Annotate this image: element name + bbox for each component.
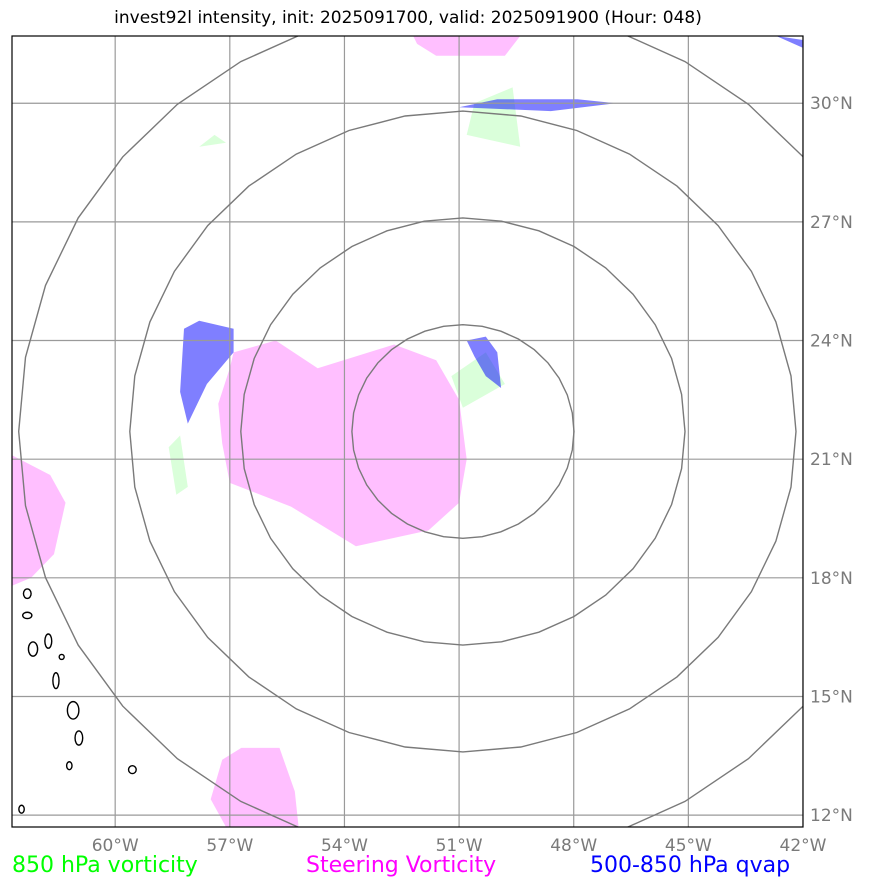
coastline <box>18 588 137 814</box>
lon-tick-label: 60°W <box>92 836 139 856</box>
map-title: invest92l intensity, init: 2025091700, v… <box>114 8 702 28</box>
qvap-area <box>466 336 502 388</box>
field-overlays <box>12 36 803 827</box>
lat-tick-label: 21°N <box>810 450 853 470</box>
range-ring <box>17 36 803 827</box>
steering-vorticity-area <box>210 747 299 827</box>
island-outline <box>27 641 39 657</box>
qvap-area <box>459 99 616 112</box>
island-outline <box>66 700 80 720</box>
vorticity-850-area <box>199 134 226 147</box>
steering-vorticity-area <box>218 340 467 547</box>
longitude-tick-labels: 60°W 57°W 54°W 51°W 48°W 45°W 42°W <box>92 836 827 856</box>
island-outline <box>58 653 65 661</box>
lon-tick-label: 45°W <box>665 836 712 856</box>
lat-tick-label: 24°N <box>810 332 853 352</box>
qvap-area <box>776 36 803 48</box>
range-rings <box>17 36 803 827</box>
qvap-area <box>180 320 234 424</box>
lat-tick-label: 27°N <box>810 213 853 233</box>
steering-vorticity-area <box>12 455 66 586</box>
steering-vorticity-area <box>413 36 521 56</box>
island-outline <box>52 672 60 690</box>
lat-tick-label: 18°N <box>810 569 853 589</box>
range-ring <box>351 323 575 540</box>
legend-steering-vorticity: Steering Vorticity <box>306 853 497 878</box>
island-outline <box>18 804 25 814</box>
range-ring <box>129 110 797 753</box>
lat-tick-label: 15°N <box>810 687 853 707</box>
gridlines <box>12 36 803 827</box>
latitude-tick-labels: 30°N 27°N 24°N 21°N 18°N 15°N 12°N <box>810 94 853 826</box>
island-outline <box>22 588 32 600</box>
lat-tick-label: 12°N <box>810 806 853 826</box>
island-outline <box>65 761 73 771</box>
vorticity-850-area <box>466 87 521 147</box>
legend-qvap: 500-850 hPa qvap <box>590 853 791 878</box>
lat-tick-label: 30°N <box>810 94 853 114</box>
lon-tick-label: 48°W <box>550 836 597 856</box>
island-outline <box>44 633 53 649</box>
lon-tick-label: 54°W <box>321 836 368 856</box>
island-outline <box>74 730 84 746</box>
lon-tick-label: 42°W <box>780 836 827 856</box>
lon-tick-label: 57°W <box>206 836 253 856</box>
lon-tick-label: 51°W <box>436 836 483 856</box>
island-outline <box>21 611 33 620</box>
map-frame <box>11 35 804 828</box>
legend-850-vorticity: 850 hPa vorticity <box>12 853 198 878</box>
island-outline <box>127 764 137 775</box>
range-ring <box>240 217 686 646</box>
vorticity-850-area <box>168 435 188 495</box>
